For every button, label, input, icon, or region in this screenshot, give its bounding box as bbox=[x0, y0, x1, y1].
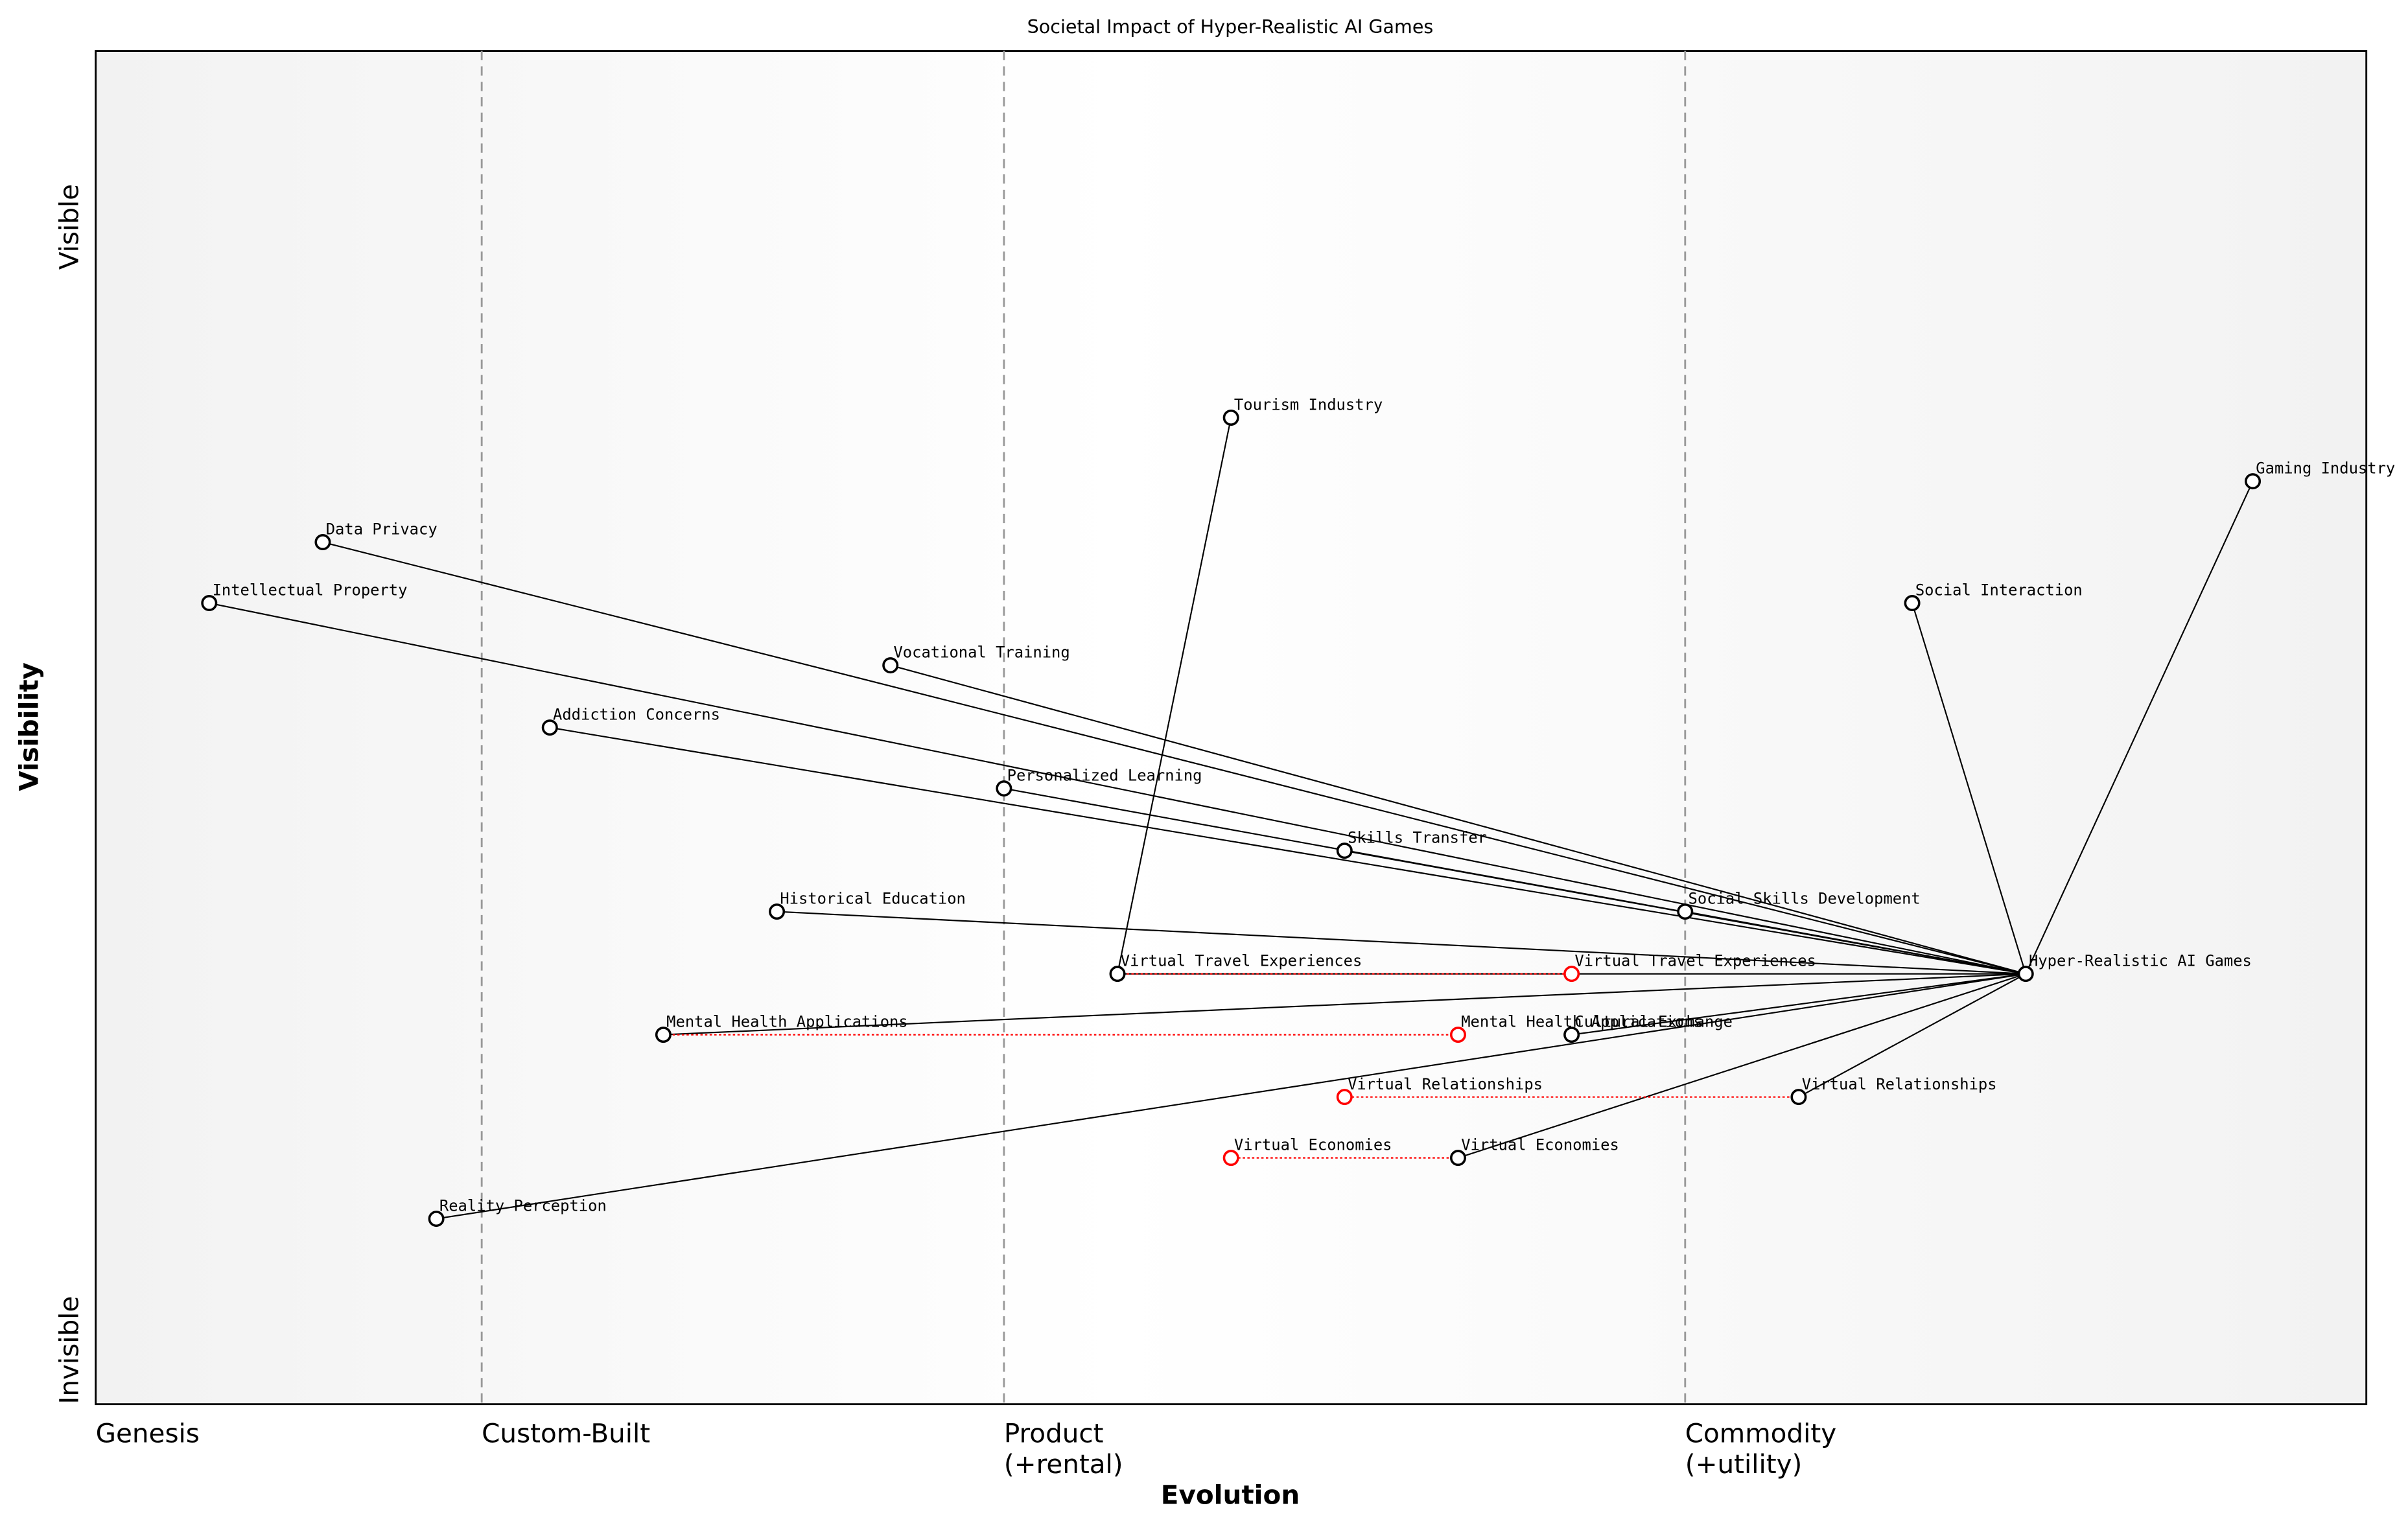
component bbox=[1222, 409, 1239, 426]
component-label: Intellectual Property bbox=[213, 581, 408, 599]
component-label: Hyper-Realistic AI Games bbox=[2029, 952, 2252, 970]
x-axis-label: Evolution bbox=[1161, 1480, 1300, 1511]
link bbox=[1798, 973, 2026, 1098]
component-label: Personalized Learning bbox=[1007, 767, 1202, 785]
y-tick-label: Invisible bbox=[54, 1296, 85, 1404]
link bbox=[1685, 911, 2026, 975]
link bbox=[550, 727, 2026, 975]
component bbox=[655, 1027, 672, 1043]
component-label: Virtual Economies bbox=[1461, 1136, 1619, 1154]
evolved-component bbox=[1563, 966, 1580, 982]
component bbox=[428, 1211, 445, 1227]
link bbox=[436, 973, 2026, 1220]
component-label: Virtual Travel Experiences bbox=[1121, 952, 1362, 970]
x-tick-label-line: Custom-Built bbox=[482, 1417, 650, 1448]
component-label: Vocational Training bbox=[893, 644, 1070, 662]
link bbox=[322, 541, 2026, 975]
evolved-component bbox=[1222, 1150, 1239, 1167]
component-label: Historical Education bbox=[780, 890, 966, 908]
nodes: Hyper-Realistic AI Games Gaming Industry S… bbox=[201, 396, 2395, 1227]
evolved-component-label: Virtual Relationships bbox=[1348, 1075, 1543, 1093]
component bbox=[1677, 903, 1694, 920]
evolved-component bbox=[1336, 1089, 1353, 1106]
component-label: Virtual Relationships bbox=[1802, 1075, 1997, 1093]
y-tick-label: Visible bbox=[54, 184, 85, 270]
grid bbox=[480, 51, 1687, 1404]
link bbox=[777, 911, 2026, 975]
component bbox=[541, 719, 558, 736]
component-label: Social Interaction bbox=[1915, 581, 2083, 599]
component bbox=[314, 534, 331, 551]
link bbox=[890, 664, 2026, 975]
x-tick-label: Product (+rental) bbox=[1004, 1417, 1123, 1480]
evolved-component-label: Virtual Travel Experiences bbox=[1574, 952, 1816, 970]
component bbox=[1449, 1150, 1466, 1167]
link bbox=[1116, 417, 1232, 974]
link bbox=[663, 973, 2026, 1036]
x-tick-label: Custom-Built bbox=[482, 1417, 650, 1448]
component-label: Data Privacy bbox=[326, 520, 438, 539]
y-axis-label: Visibility bbox=[14, 662, 45, 791]
component bbox=[1336, 843, 1353, 859]
component bbox=[2245, 473, 2262, 490]
component bbox=[882, 657, 899, 674]
x-tick-label-line: Commodity bbox=[1685, 1417, 1836, 1448]
component bbox=[2017, 966, 2034, 982]
link bbox=[1458, 973, 2026, 1159]
component bbox=[996, 780, 1012, 797]
evolved-component-label: Virtual Economies bbox=[1234, 1136, 1392, 1154]
link bbox=[2025, 481, 2254, 975]
x-tick-label: Commodity (+utility) bbox=[1685, 1417, 1836, 1480]
component-label: Social Skills Development bbox=[1689, 890, 1921, 908]
component-label: Tourism Industry bbox=[1234, 396, 1383, 414]
component-label: Gaming Industry bbox=[2256, 459, 2395, 478]
evolved-component-label: Mental Health Applications bbox=[1461, 1013, 1703, 1031]
component bbox=[1790, 1089, 1807, 1106]
link bbox=[1911, 603, 2027, 974]
component-label: Addiction Concerns bbox=[553, 706, 720, 724]
x-tick-label: Genesis bbox=[96, 1417, 200, 1448]
x-tick-label-line: (+rental) bbox=[1004, 1448, 1123, 1480]
component-label: Cultural Exchange bbox=[1574, 1013, 1733, 1031]
link bbox=[209, 602, 2026, 975]
plot-area bbox=[95, 50, 2368, 1406]
component bbox=[201, 595, 218, 612]
component-label: Skills Transfer bbox=[1348, 829, 1487, 847]
x-tick-label-line: Product bbox=[1004, 1417, 1104, 1448]
component bbox=[1563, 1027, 1580, 1043]
component bbox=[1109, 966, 1126, 982]
component bbox=[769, 903, 786, 920]
link bbox=[1571, 973, 2026, 1036]
x-tick-label-line: Genesis bbox=[96, 1417, 200, 1448]
evolved-component bbox=[1449, 1027, 1466, 1043]
component bbox=[1904, 595, 1921, 612]
component-label: Reality Perception bbox=[439, 1197, 607, 1215]
component-label: Mental Health Applications bbox=[666, 1013, 908, 1031]
x-tick-label-line: (+utility) bbox=[1685, 1448, 1803, 1480]
chart-title: Societal Impact of Hyper-Realistic AI Ga… bbox=[1027, 16, 1434, 38]
